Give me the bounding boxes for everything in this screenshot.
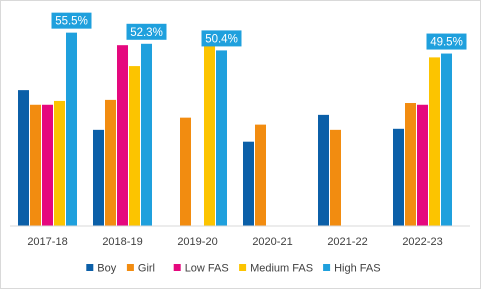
bar (204, 45, 215, 226)
legend-swatch (173, 264, 181, 271)
data-label: 52.3% (130, 27, 163, 39)
bar (216, 50, 227, 226)
x-tick-label: 2017-18 (27, 236, 67, 248)
bar (330, 129, 341, 226)
bar (117, 45, 128, 226)
legend-swatch (323, 264, 331, 271)
legend-label: Medium FAS (250, 262, 313, 274)
bar (429, 57, 440, 226)
bar (30, 104, 41, 226)
legend-swatch (86, 264, 94, 271)
bar (105, 99, 116, 226)
x-tick-label: 2022-23 (402, 236, 442, 248)
bar (318, 114, 329, 226)
bar (18, 90, 29, 227)
bar (417, 104, 428, 226)
bar (180, 117, 191, 226)
bar (42, 104, 53, 226)
legend-swatch (239, 264, 247, 271)
data-label: 55.5% (55, 16, 88, 28)
x-tick-label: 2019-20 (177, 236, 217, 248)
bar (141, 43, 152, 226)
data-label-box (126, 23, 167, 40)
legend-label: High FAS (334, 262, 380, 274)
data-label: 49.5% (430, 37, 463, 49)
bar (441, 53, 452, 226)
legend-label: Low FAS (185, 262, 229, 274)
bar (66, 32, 77, 227)
bar (243, 141, 254, 226)
bar (393, 128, 404, 226)
data-label-box (51, 12, 92, 29)
legend-label: Girl (138, 262, 155, 274)
bar (129, 66, 140, 226)
data-label-box (201, 30, 242, 47)
data-label-box (426, 33, 467, 50)
x-tick-label: 2021-22 (327, 236, 367, 248)
bar (54, 100, 65, 226)
legend-label: Boy (97, 262, 116, 274)
data-label: 50.4% (205, 33, 238, 45)
bar (405, 103, 416, 226)
bar (255, 124, 266, 226)
legend-swatch (126, 264, 134, 271)
x-tick-label: 2018-19 (102, 236, 142, 248)
x-tick-label: 2020-21 (252, 236, 292, 248)
bar (93, 129, 104, 226)
